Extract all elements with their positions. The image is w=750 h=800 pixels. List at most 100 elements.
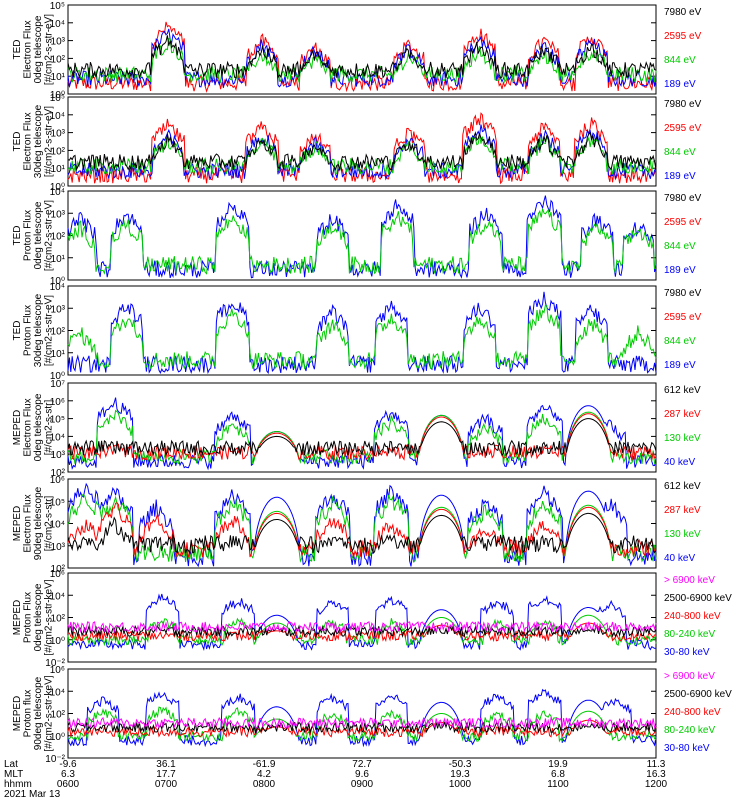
y-tick-label: 10¹ [51, 164, 66, 175]
legend-entry: 844 eV [664, 336, 696, 347]
y-tick-label: 10⁰ [50, 90, 65, 101]
y-tick-label: 10³ [51, 37, 66, 48]
legend-entry: 612 keV [664, 385, 701, 396]
y-tick-label: 10⁰ [50, 182, 65, 193]
y-tick-label: 10⁴ [50, 111, 65, 122]
series-line-1 [67, 195, 657, 279]
legend-entry: 2500-6900 keV [664, 689, 732, 700]
y-tick-label: 10⁰ [50, 732, 65, 743]
legend-entry: 7980 eV [664, 7, 702, 18]
y-tick-label: 10⁶ [50, 475, 65, 486]
y-tick-label: 10¹ [51, 254, 66, 265]
legend-entry: 7980 eV [664, 288, 702, 299]
legend-entry: 240-800 keV [664, 707, 721, 718]
legend-entry: 80-240 keV [664, 725, 715, 736]
legend-entry: 40 keV [664, 457, 695, 468]
y-tick-label: 10⁵ [50, 1, 65, 12]
legend-entry: 40 keV [664, 553, 695, 564]
y-tick-label: 10² [51, 468, 66, 479]
series-line-1 [67, 21, 657, 93]
y-tick-label: 10³ [51, 129, 66, 140]
y-axis-label: MEPEDElectron Flux0deg telescope[#/cm2-s… [12, 393, 55, 461]
y-tick-label: 10² [51, 564, 66, 575]
legend-entry: 189 eV [664, 171, 696, 182]
y-tick-label: 10³ [51, 450, 66, 461]
legend-entry: 2595 eV [664, 217, 702, 228]
x-tick-hhmm: 0900 [351, 779, 374, 790]
x-tick-mlt: 16.3 [646, 769, 666, 780]
y-axis-label: TEDElectron Flux30deg telescope[#/cm2-s-… [12, 104, 55, 178]
y-tick-label: 10² [51, 146, 66, 157]
panels-layer: 10⁰ 10¹ 10² 10³ 10⁴ 10⁵ TEDElectron Flux0deg t… [12, 1, 732, 765]
series-line-1 [67, 688, 657, 748]
series-line-2 [67, 409, 657, 466]
legend-entry: 287 keV [664, 409, 701, 420]
x-tick-mlt: 17.7 [156, 769, 176, 780]
x-tick-hhmm: 1100 [547, 779, 569, 790]
y-tick-label: 10² [51, 232, 66, 243]
series-line-2 [67, 614, 657, 647]
x-tick-lat: 19.9 [548, 759, 568, 770]
series-line-3 [67, 413, 657, 461]
y-tick-label: 10² [51, 710, 66, 721]
y-tick-label: 10⁴ [50, 187, 65, 198]
series-line-2 [67, 208, 657, 275]
legend-entry: 844 eV [664, 55, 696, 66]
legend-entry: 612 keV [664, 481, 701, 492]
x-row-label: hhmm [4, 779, 32, 790]
x-row-label: MLT [4, 769, 23, 780]
series-line-4 [67, 624, 657, 639]
x-tick-mlt: 6.8 [551, 769, 565, 780]
x-tick-lat: 36.1 [156, 759, 176, 770]
series-line-2 [67, 304, 657, 370]
series-line-3 [67, 134, 657, 176]
y-tick-label: 10² [51, 327, 66, 338]
y-axis-label: MEPEDProton flux90deg telescope[#/cm2-s-… [12, 675, 55, 751]
series-line-2 [67, 28, 657, 89]
series-line-1 [67, 593, 657, 652]
y-tick-label: 10³ [51, 304, 66, 315]
series-line-1 [67, 112, 657, 185]
x-tick-lat: -9.6 [59, 759, 77, 770]
legend-entry: 130 keV [664, 433, 701, 444]
legend-entry: 130 keV [664, 529, 701, 540]
series-line-2 [67, 706, 657, 743]
x-tick-lat: 11.3 [647, 759, 666, 770]
y-tick-label: 10⁷ [50, 379, 65, 390]
legend-entry: 30-80 keV [664, 743, 710, 754]
series-line-5 [67, 620, 657, 634]
legend-entry: 189 eV [664, 360, 696, 371]
legend-entry: 2595 eV [664, 312, 702, 323]
panel-5: 10² 10³ 10⁴ 10⁵ 10⁶ 10⁷ MEPEDElectron Flux0deg… [12, 379, 701, 479]
x-tick-mlt: 6.3 [61, 769, 75, 780]
y-tick-label: 10⁴ [50, 432, 65, 443]
series-line-2 [67, 493, 657, 563]
y-tick-label: 10⁻² [45, 658, 65, 669]
y-tick-label: 10⁻² [45, 754, 65, 765]
y-tick-label: 10⁴ [50, 687, 65, 698]
date-label: 2021 Mar 13 [4, 789, 61, 800]
legend-entry: 2595 eV [664, 31, 702, 42]
x-tick-lat: -50.3 [449, 759, 472, 770]
legend-entry: 844 eV [664, 147, 696, 158]
y-tick-label: 10⁰ [50, 371, 65, 382]
y-axis-label: MEPEDElectron Flux90deg telescope[#/cm2-… [12, 486, 55, 560]
y-tick-label: 10² [51, 614, 66, 625]
series-line-3 [67, 719, 657, 739]
x-tick-lat: 72.7 [352, 759, 372, 770]
y-tick-label: 10⁶ [50, 569, 65, 580]
x-tick-hhmm: 1000 [449, 779, 472, 790]
legend-entry: 240-800 keV [664, 611, 721, 622]
y-axis-label: TEDElectron Flux0deg telescope[#/cm2-s-s… [12, 14, 55, 85]
panel-frame [67, 572, 657, 663]
panel-frame [67, 382, 657, 473]
legend-entry: 844 eV [664, 241, 696, 252]
x-tick-mlt: 4.2 [257, 769, 271, 780]
x-tick-hhmm: 1200 [645, 779, 668, 790]
panel-frame [67, 4, 657, 95]
